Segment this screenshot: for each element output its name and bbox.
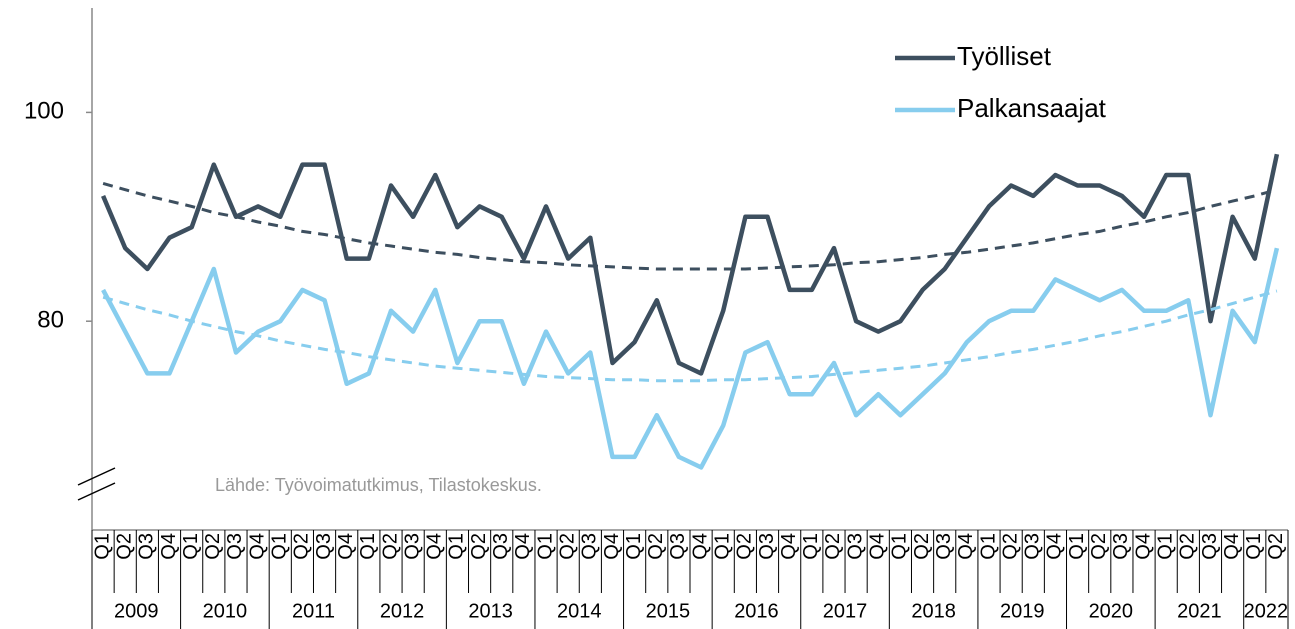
x-tick-label: Q3: [1199, 533, 1221, 560]
x-tick-label: Q1: [623, 533, 645, 560]
x-tick-label: Q2: [645, 533, 667, 560]
x-tick-label: Q4: [335, 533, 357, 560]
year-label: 2019: [1000, 600, 1045, 622]
x-tick-label: Q4: [1221, 533, 1243, 560]
y-tick-label: 100: [24, 98, 64, 125]
year-label: 2018: [911, 600, 956, 622]
x-tick-label: Q1: [446, 533, 468, 560]
y-tick-label: 80: [37, 307, 64, 334]
x-tick-label: Q2: [1265, 533, 1287, 560]
year-label: 2014: [557, 600, 602, 622]
x-tick-label: Q3: [401, 533, 423, 560]
x-tick-label: Q3: [313, 533, 335, 560]
x-tick-label: Q1: [1066, 533, 1088, 560]
x-tick-label: Q1: [889, 533, 911, 560]
x-tick-label: Q2: [291, 533, 313, 560]
x-tick-label: Q2: [468, 533, 490, 560]
x-tick-label: Q4: [246, 533, 268, 560]
x-tick-label: Q3: [136, 533, 158, 560]
x-tick-label: Q1: [180, 533, 202, 560]
x-tick-label: Q4: [689, 533, 711, 560]
x-tick-label: Q3: [224, 533, 246, 560]
x-tick-label: Q4: [158, 533, 180, 560]
x-tick-label: Q1: [534, 533, 556, 560]
x-tick-label: Q1: [712, 533, 734, 560]
x-tick-label: Q2: [556, 533, 578, 560]
year-label: 2022: [1244, 600, 1289, 622]
x-tick-label: Q3: [667, 533, 689, 560]
x-tick-label: Q1: [977, 533, 999, 560]
year-label: 2015: [646, 600, 691, 622]
x-tick-label: Q2: [734, 533, 756, 560]
x-tick-label: Q3: [933, 533, 955, 560]
x-tick-label: Q1: [357, 533, 379, 560]
year-label: 2021: [1177, 600, 1222, 622]
x-tick-label: Q4: [955, 533, 977, 560]
year-label: 2020: [1089, 600, 1134, 622]
year-label: 2013: [468, 600, 513, 622]
year-label: 2017: [823, 600, 868, 622]
x-tick-label: Q3: [756, 533, 778, 560]
x-tick-label: Q4: [1044, 533, 1066, 560]
year-label: 2011: [292, 600, 335, 622]
x-tick-label: Q4: [601, 533, 623, 560]
x-tick-label: Q2: [202, 533, 224, 560]
x-tick-label: Q2: [911, 533, 933, 560]
trend-line: [102, 181, 1278, 271]
x-tick-label: Q4: [1132, 533, 1154, 560]
x-tick-label: Q1: [269, 533, 291, 560]
x-tick-label: Q4: [424, 533, 446, 560]
x-tick-label: Q4: [778, 533, 800, 560]
trend-line: [102, 289, 1278, 383]
x-tick-label: Q1: [1243, 533, 1265, 560]
year-label: 2009: [114, 600, 159, 622]
x-tick-label: Q2: [1177, 533, 1199, 560]
year-label: 2016: [734, 600, 779, 622]
source-note: Lähde: Työvoimatutkimus, Tilastokeskus.: [215, 475, 542, 495]
x-tick-label: Q1: [800, 533, 822, 560]
axis-break: [77, 467, 116, 486]
x-tick-label: Q3: [579, 533, 601, 560]
x-tick-label: Q3: [1022, 533, 1044, 560]
axis-break: [77, 482, 116, 501]
x-tick-label: Q2: [1088, 533, 1110, 560]
x-tick-label: Q2: [379, 533, 401, 560]
x-tick-label: Q1: [1154, 533, 1176, 560]
legend-label: Työlliset: [957, 41, 1052, 71]
legend-label: Palkansaajat: [957, 93, 1107, 123]
year-label: 2012: [380, 600, 425, 622]
data-line: [101, 153, 1280, 376]
x-tick-label: Q1: [91, 533, 113, 560]
x-tick-label: Q4: [512, 533, 534, 560]
year-label: 2010: [203, 600, 248, 622]
x-tick-label: Q2: [114, 533, 136, 560]
data-line: [101, 247, 1280, 470]
x-tick-label: Q3: [1110, 533, 1132, 560]
x-tick-label: Q3: [490, 533, 512, 560]
x-tick-label: Q2: [822, 533, 844, 560]
x-tick-label: Q3: [844, 533, 866, 560]
x-tick-label: Q2: [999, 533, 1021, 560]
x-tick-label: Q4: [867, 533, 889, 560]
